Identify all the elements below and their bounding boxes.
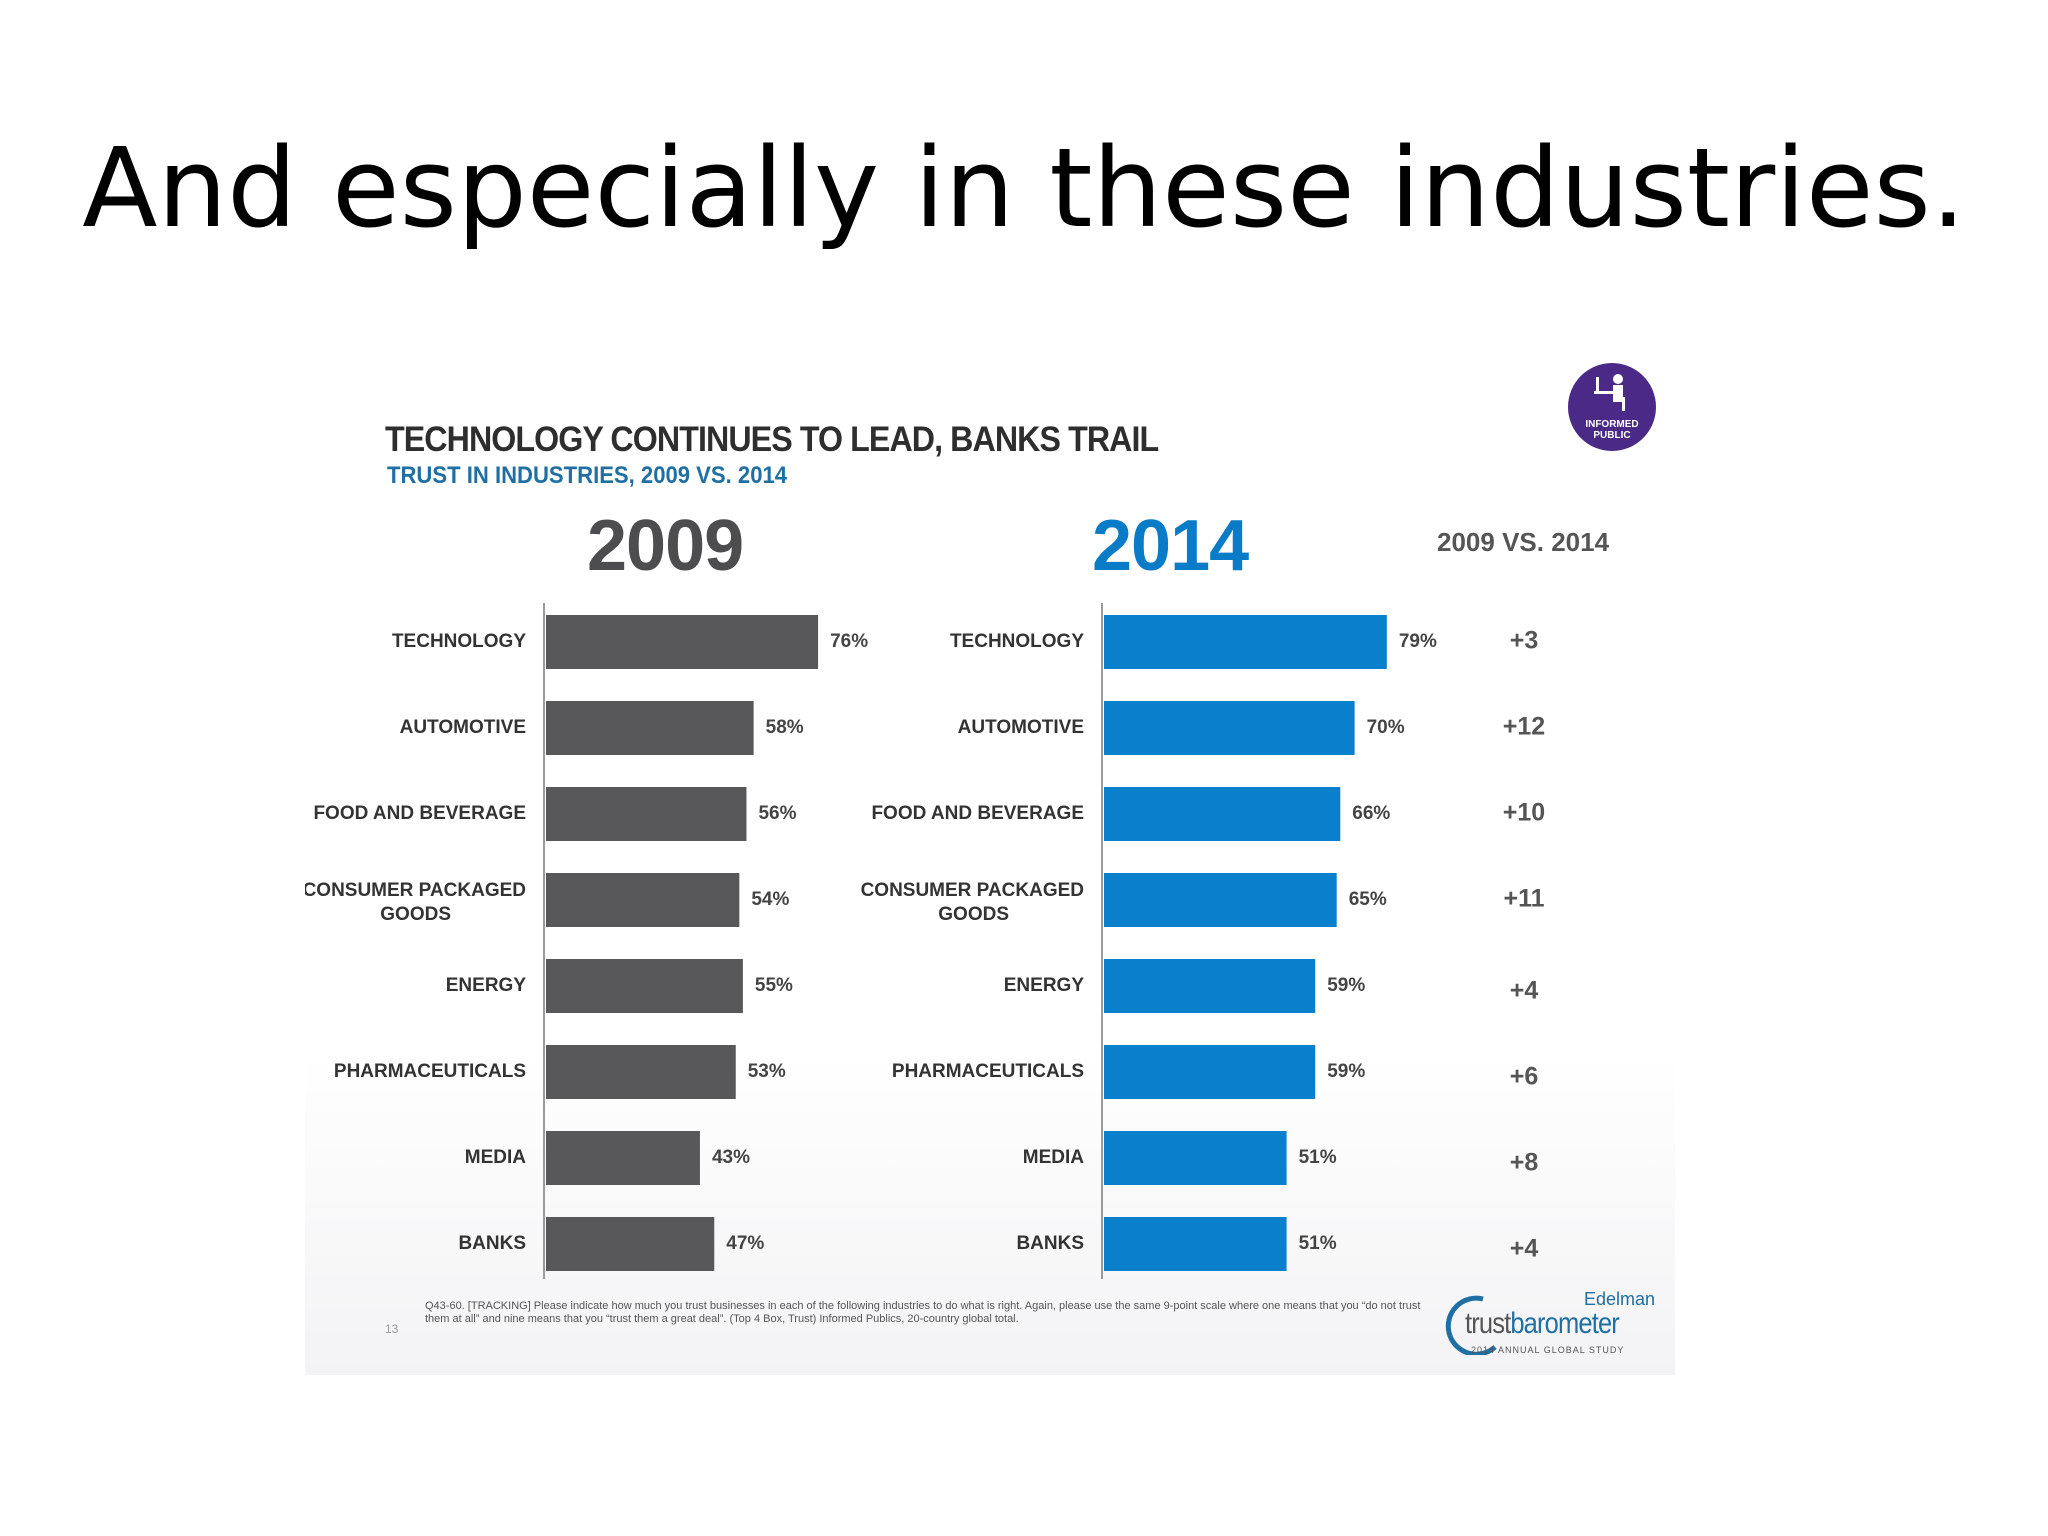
logo-trust: trust: [1465, 1307, 1511, 1340]
bar-2009: [546, 615, 819, 669]
data-label-2014: 59%: [1327, 1061, 1365, 1082]
category-label-2014: ENERGY: [1004, 975, 1085, 996]
category-label-2014: AUTOMOTIVE: [958, 717, 1084, 738]
bar-2009: [546, 701, 754, 755]
logo-edelman: Edelman: [1583, 1289, 1655, 1309]
informed-public-badge: INFORMED PUBLIC: [1568, 363, 1656, 451]
bar-chart: TECHNOLOGY 76% AUTOMOTIVE 58% FOOD AND BEVER…: [305, 603, 1545, 1279]
data-label-2014: 66%: [1352, 803, 1390, 824]
badge-line-1: INFORMED: [1585, 419, 1639, 430]
bar-2014: [1104, 701, 1355, 755]
data-label-2009: 56%: [758, 803, 796, 824]
data-label-2014: 70%: [1367, 717, 1405, 738]
change-value: +8: [1510, 1149, 1539, 1177]
category-label-2009: PHARMACEUTICALS: [334, 1061, 526, 1082]
logo-subline: 2014 ANNUAL GLOBAL STUDY: [1471, 1345, 1624, 1355]
badge-line-2: PUBLIC: [1593, 430, 1631, 441]
logo-wordmark: trustbarometer: [1465, 1307, 1620, 1341]
bar-2014: [1104, 787, 1341, 841]
category-label-2009: AUTOMOTIVE: [400, 717, 526, 738]
category-label-line: CONSUMER PACKAGED: [305, 880, 526, 901]
logo-year: 2014: [1471, 1345, 1496, 1355]
category-label-2009: TECHNOLOGY: [392, 631, 526, 652]
data-label-2014: 51%: [1299, 1147, 1337, 1168]
bar-2014: [1104, 1045, 1316, 1099]
page-number: 13: [385, 1322, 399, 1336]
bar-2014: [1104, 959, 1316, 1013]
bar-2014: [1104, 615, 1387, 669]
category-label-2009: FOOD AND BEVERAGE: [313, 803, 526, 824]
category-label-2014: CONSUMER PACKAGED GOODS: [861, 880, 1084, 925]
infographic: TECHNOLOGY CONTINUES TO LEAD, BANKS TRAI…: [305, 355, 1675, 1375]
trustbarometer-logo: Edelman trustbarometer 2014 ANNUAL GLOBA…: [1435, 1285, 1665, 1365]
category-label-line: CONSUMER PACKAGED: [861, 880, 1084, 901]
category-label-line: GOODS: [380, 904, 451, 925]
category-label-2009: CONSUMER PACKAGED GOODS: [305, 880, 526, 925]
data-label-2009: 55%: [755, 975, 793, 996]
change-column-heading: 2009 VS. 2014: [1437, 527, 1610, 557]
data-label-2009: 76%: [830, 631, 868, 652]
logo-study: ANNUAL GLOBAL STUDY: [1498, 1345, 1625, 1355]
desk-person-icon: [1594, 374, 1625, 411]
data-label-2009: 58%: [766, 717, 804, 738]
year-2014-heading: 2014: [1092, 506, 1249, 586]
category-label-line: GOODS: [938, 904, 1009, 925]
category-label-2009: ENERGY: [446, 975, 527, 996]
badge-label: INFORMED PUBLIC: [1568, 419, 1656, 441]
bar-2009: [546, 1131, 700, 1185]
bar-2009: [546, 873, 740, 927]
year-2009-heading: 2009: [587, 506, 744, 586]
data-label-2009: 53%: [748, 1061, 786, 1082]
change-value: +12: [1503, 713, 1545, 741]
data-label-2009: 54%: [751, 889, 789, 910]
chart-subtitle: TRUST IN INDUSTRIES, 2009 VS. 2014: [387, 462, 788, 489]
change-value: +11: [1503, 885, 1544, 913]
data-label-2009: 43%: [712, 1147, 750, 1168]
change-value: +4: [1510, 1235, 1539, 1263]
category-label-2014: FOOD AND BEVERAGE: [871, 803, 1084, 824]
data-label-2014: 79%: [1399, 631, 1437, 652]
bar-2014: [1104, 873, 1337, 927]
bar-2009: [546, 787, 747, 841]
bar-2009: [546, 1217, 715, 1271]
change-value: +4: [1510, 977, 1539, 1005]
bar-2014: [1104, 1131, 1287, 1185]
logo-arc-icon: [1445, 1295, 1497, 1355]
data-label-2009: 47%: [726, 1233, 764, 1254]
data-label-2014: 51%: [1299, 1233, 1337, 1254]
category-label-2014: PHARMACEUTICALS: [892, 1061, 1084, 1082]
change-value: +6: [1510, 1063, 1539, 1091]
bar-2009: [546, 1045, 736, 1099]
category-label-2009: BANKS: [458, 1233, 526, 1254]
chart-title: TECHNOLOGY CONTINUES TO LEAD, BANKS TRAI…: [385, 420, 1159, 459]
footnote: Q43-60. [TRACKING] Please indicate how m…: [425, 1300, 1421, 1325]
category-label-2009: MEDIA: [465, 1147, 527, 1168]
data-label-2014: 59%: [1327, 975, 1365, 996]
category-label-2014: TECHNOLOGY: [950, 631, 1084, 652]
category-label-2014: MEDIA: [1023, 1147, 1085, 1168]
change-value: +3: [1510, 627, 1539, 655]
category-label-2014: BANKS: [1016, 1233, 1084, 1254]
data-label-2014: 65%: [1349, 889, 1387, 910]
bar-2009: [546, 959, 743, 1013]
change-value: +10: [1503, 799, 1545, 827]
slide-title: And especially in these industries.: [82, 124, 1966, 252]
bar-2014: [1104, 1217, 1287, 1271]
logo-barometer: barometer: [1510, 1307, 1619, 1340]
